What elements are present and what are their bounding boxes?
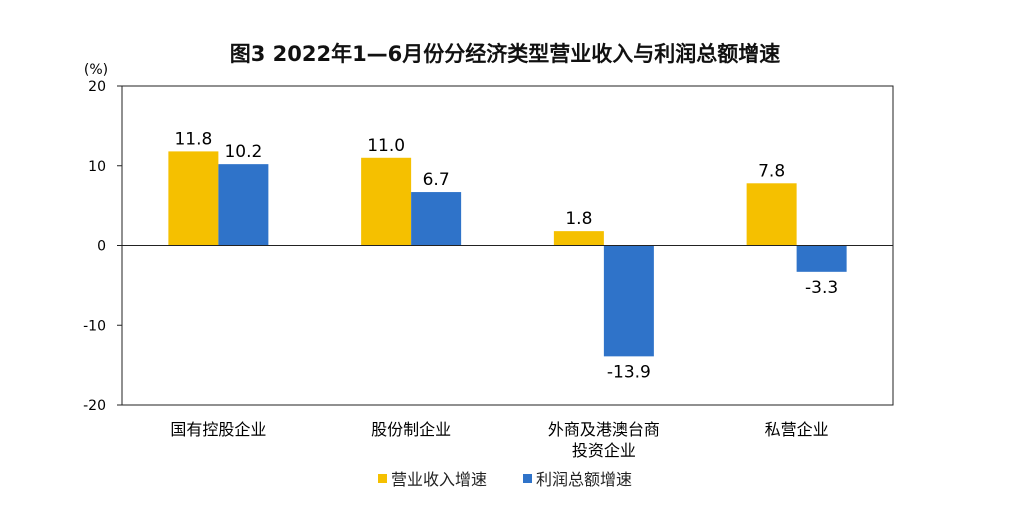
bar-revenue [361,157,412,246]
legend-swatch-revenue [377,473,387,483]
y-unit-label: (%) [84,62,108,78]
bar-profit [603,245,654,357]
chart-title: 图3 2022年1—6月份分经济类型营业收入与利润总额增速 [229,42,781,66]
data-label: 10.2 [224,142,262,162]
legend: 营业收入增速 利润总额增速 [0,466,1010,490]
data-label: -13.9 [607,362,651,382]
data-label: 7.8 [758,161,785,181]
bar-revenue [746,183,797,246]
y-tick-label: 20 [88,79,106,95]
bar-revenue [168,151,219,246]
legend-label-profit: 利润总额增速 [536,470,633,489]
x-category-label: 国有控股企业 [170,420,266,439]
x-category-label: 投资企业 [572,441,636,460]
bar-profit [218,164,269,246]
legend-item-profit: 利润总额增速 [523,466,632,490]
y-tick-label: -10 [83,318,106,334]
bar-revenue [553,231,604,246]
x-category-label: 股份制企业 [371,420,451,439]
bar-profit [411,192,462,246]
data-label: 6.7 [423,170,450,190]
x-category-label: 私营企业 [765,420,829,439]
data-label: 11.8 [174,129,212,149]
data-label: 1.8 [565,209,592,229]
data-label: 11.0 [367,136,405,156]
bar-profit [796,245,847,272]
y-tick-label: -20 [83,398,106,414]
y-tick-label: 0 [97,239,106,255]
legend-swatch-profit [523,473,532,483]
y-tick-label: 10 [88,159,106,175]
legend-label-revenue: 营业收入增速 [390,470,487,489]
legend-item-revenue: 营业收入增速 [377,466,487,490]
data-label: -3.3 [805,278,838,298]
x-category-label: 外商及港澳台商 [548,420,660,439]
